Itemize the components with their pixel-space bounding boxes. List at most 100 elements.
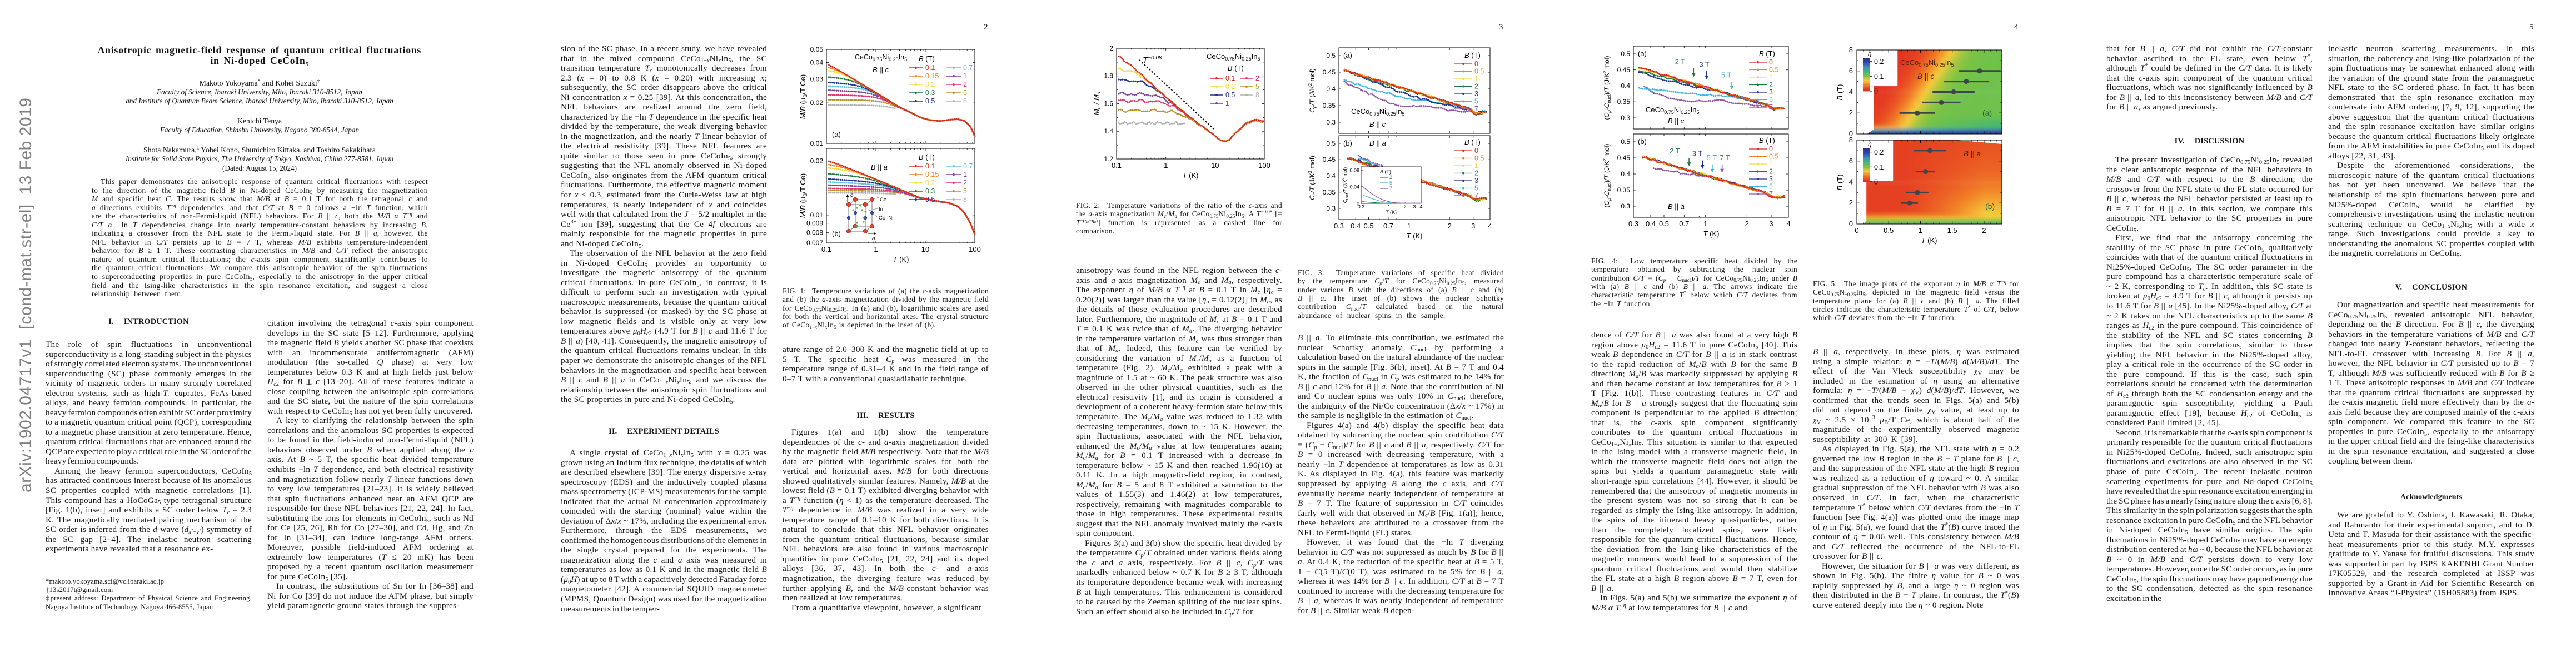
svg-text:0.01: 0.01 (810, 140, 824, 147)
svg-text:0: 0 (1874, 178, 1878, 186)
svg-text:0.2: 0.2 (925, 179, 935, 187)
svg-text:2: 2 (1769, 81, 1773, 89)
svg-text:5: 5 (1769, 183, 1773, 191)
svg-text:3: 3 (1769, 220, 1773, 228)
svg-text:B (T): B (T) (1464, 138, 1481, 146)
svg-text:Cnucl/T (J/K2 mol): Cnucl/T (J/K2 mol) (1342, 167, 1349, 203)
svg-text:1: 1 (1474, 75, 1478, 83)
svg-text:4: 4 (1849, 178, 1853, 186)
svg-text:B (T): B (T) (919, 153, 935, 161)
svg-text:2: 2 (1255, 74, 1259, 82)
svg-text:1: 1 (963, 171, 967, 178)
svg-text:3: 3 (1471, 222, 1475, 230)
svg-text:0.5: 0.5 (1621, 50, 1630, 58)
svg-text:8: 8 (963, 97, 967, 105)
svg-text:2: 2 (1474, 170, 1478, 177)
svg-text:0: 0 (1474, 147, 1478, 155)
svg-text:8: 8 (1849, 136, 1853, 144)
svg-text:0.35: 0.35 (1323, 188, 1336, 196)
svg-text:Cp/T (J/K2 mol): Cp/T (J/K2 mol) (1308, 68, 1317, 113)
svg-text:0.5: 0.5 (1769, 153, 1778, 161)
svg-text:M/B (μB/T Ce): M/B (μB/T Ce) (799, 173, 808, 218)
svg-text:0.4: 0.4 (1621, 82, 1630, 90)
svg-text:10: 10 (1211, 161, 1219, 170)
svg-text:0.1: 0.1 (821, 245, 831, 253)
svg-text:T (K): T (K) (1407, 232, 1423, 240)
svg-text:0.05: 0.05 (810, 46, 824, 53)
svg-text:0.5: 0.5 (1364, 222, 1374, 230)
svg-text:0.5: 0.5 (1769, 66, 1778, 74)
svg-text:8: 8 (1849, 46, 1853, 54)
svg-text:7: 7 (1389, 186, 1392, 191)
svg-text:(b): (b) (832, 230, 841, 238)
svg-text:5: 5 (963, 89, 967, 97)
svg-text:0.3: 0.3 (1326, 205, 1336, 212)
svg-text:5: 5 (1474, 98, 1478, 106)
svg-text:1.8: 1.8 (1104, 72, 1113, 80)
svg-text:0.45: 0.45 (1323, 68, 1336, 76)
svg-text:0.02: 0.02 (810, 157, 824, 165)
svg-text:0.1: 0.1 (1874, 73, 1884, 81)
svg-text:M/B (μB/T Ce): M/B (μB/T Ce) (799, 74, 808, 119)
svg-text:0.008: 0.008 (806, 228, 823, 236)
svg-text:5: 5 (1769, 96, 1773, 104)
svg-text:0.1: 0.1 (925, 64, 935, 72)
svg-text:0.5: 0.5 (925, 97, 935, 105)
svg-text:5: 5 (1474, 185, 1478, 192)
svg-text:0.5: 0.5 (925, 196, 935, 203)
svg-text:2 T: 2 T (1675, 57, 1686, 66)
svg-text:B (T): B (T) (1464, 51, 1481, 59)
svg-text:2: 2 (1389, 175, 1392, 180)
svg-text:(a): (a) (832, 130, 841, 138)
svg-text:5: 5 (1255, 83, 1259, 91)
svg-text:(b): (b) (1638, 137, 1647, 146)
svg-text:1: 1 (1407, 222, 1411, 230)
svg-text:0.4: 0.4 (1326, 85, 1336, 93)
svg-text:0.5: 0.5 (1621, 138, 1630, 146)
svg-text:4: 4 (1488, 222, 1492, 230)
svg-text:Mc / Ma: Mc / Ma (1092, 92, 1102, 115)
svg-text:8: 8 (1255, 91, 1259, 99)
svg-text:2: 2 (963, 81, 967, 88)
svg-text:7: 7 (1769, 190, 1773, 198)
svg-text:0.4: 0.4 (1351, 222, 1361, 230)
svg-text:B || a: B || a (1964, 150, 1981, 158)
svg-text:2: 2 (1769, 168, 1773, 176)
svg-text:0.3: 0.3 (925, 187, 935, 195)
svg-text:0.01: 0.01 (810, 211, 824, 219)
svg-text:0.5: 0.5 (1225, 91, 1235, 99)
svg-text:B (T): B (T) (919, 54, 935, 63)
svg-text:7: 7 (1474, 105, 1478, 113)
svg-text:0.7: 0.7 (1679, 220, 1689, 228)
svg-text:0.009: 0.009 (806, 220, 823, 227)
svg-text:0.4: 0.4 (1621, 170, 1630, 178)
svg-text:3: 3 (1413, 204, 1416, 210)
svg-text:0: 0 (1769, 58, 1773, 66)
svg-text:10: 10 (921, 245, 929, 253)
svg-text:0.7: 0.7 (963, 162, 973, 170)
svg-text:0.5: 0.5 (1884, 226, 1894, 235)
svg-text:0.1: 0.1 (1225, 74, 1235, 82)
svg-text:1: 1 (1769, 73, 1773, 81)
svg-text:3 T: 3 T (1692, 150, 1703, 158)
svg-text:B || a: B || a (1369, 139, 1386, 147)
svg-text:0.7: 0.7 (963, 64, 973, 72)
svg-text:0.3: 0.3 (1326, 118, 1336, 126)
svg-text:6: 6 (1849, 157, 1853, 165)
svg-text:3: 3 (1769, 175, 1773, 183)
svg-text:0.45: 0.45 (1323, 156, 1336, 163)
svg-text:0.2: 0.2 (1874, 58, 1884, 66)
svg-text:0: 0 (1769, 145, 1773, 153)
svg-text:T (K): T (K) (1183, 171, 1199, 180)
svg-text:1.5: 1.5 (1947, 226, 1957, 235)
svg-text:η: η (1868, 140, 1872, 148)
svg-text:(b): (b) (1985, 202, 1995, 211)
svg-text:CeCo0.75Ni0.25In5: CeCo0.75Ni0.25In5 (1351, 107, 1404, 117)
svg-text:0.35: 0.35 (1323, 102, 1336, 109)
svg-text:0.007: 0.007 (806, 239, 823, 247)
svg-text:(a): (a) (1343, 51, 1352, 59)
svg-text:0.45: 0.45 (1617, 66, 1631, 74)
svg-text:Co, Ni: Co, Ni (879, 215, 893, 221)
svg-text:5: 5 (963, 187, 967, 195)
svg-text:7 T: 7 T (1720, 153, 1730, 162)
